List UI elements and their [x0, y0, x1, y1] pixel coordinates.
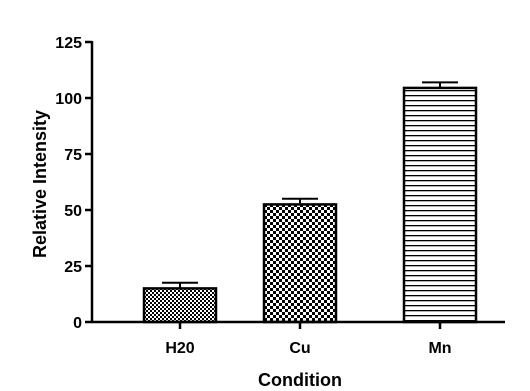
y-tick-label-75: 75 — [64, 147, 82, 164]
x-axis-title: Condition — [258, 370, 342, 390]
y-axis-title: Relative Intensity — [30, 110, 50, 258]
bar-cu — [262, 203, 338, 324]
y-tick-label-25: 25 — [64, 259, 82, 276]
y-tick-label-50: 50 — [64, 203, 82, 220]
y-tick-label-100: 100 — [55, 91, 82, 108]
labels-layer: H20 Cu Mn 0 25 50 75 100 125 Condition Relative In… — [30, 35, 452, 390]
bars-layer — [142, 81, 478, 324]
axes-layer — [85, 40, 505, 329]
y-tick-label-0: 0 — [73, 315, 82, 332]
x-tick-label-cu: Cu — [289, 340, 310, 357]
x-tick-label-h20: H20 — [165, 340, 194, 357]
bar-mn — [402, 86, 478, 324]
bar-h20 — [142, 287, 218, 324]
x-tick-label-mn: Mn — [428, 340, 451, 357]
y-tick-label-125: 125 — [55, 35, 82, 52]
